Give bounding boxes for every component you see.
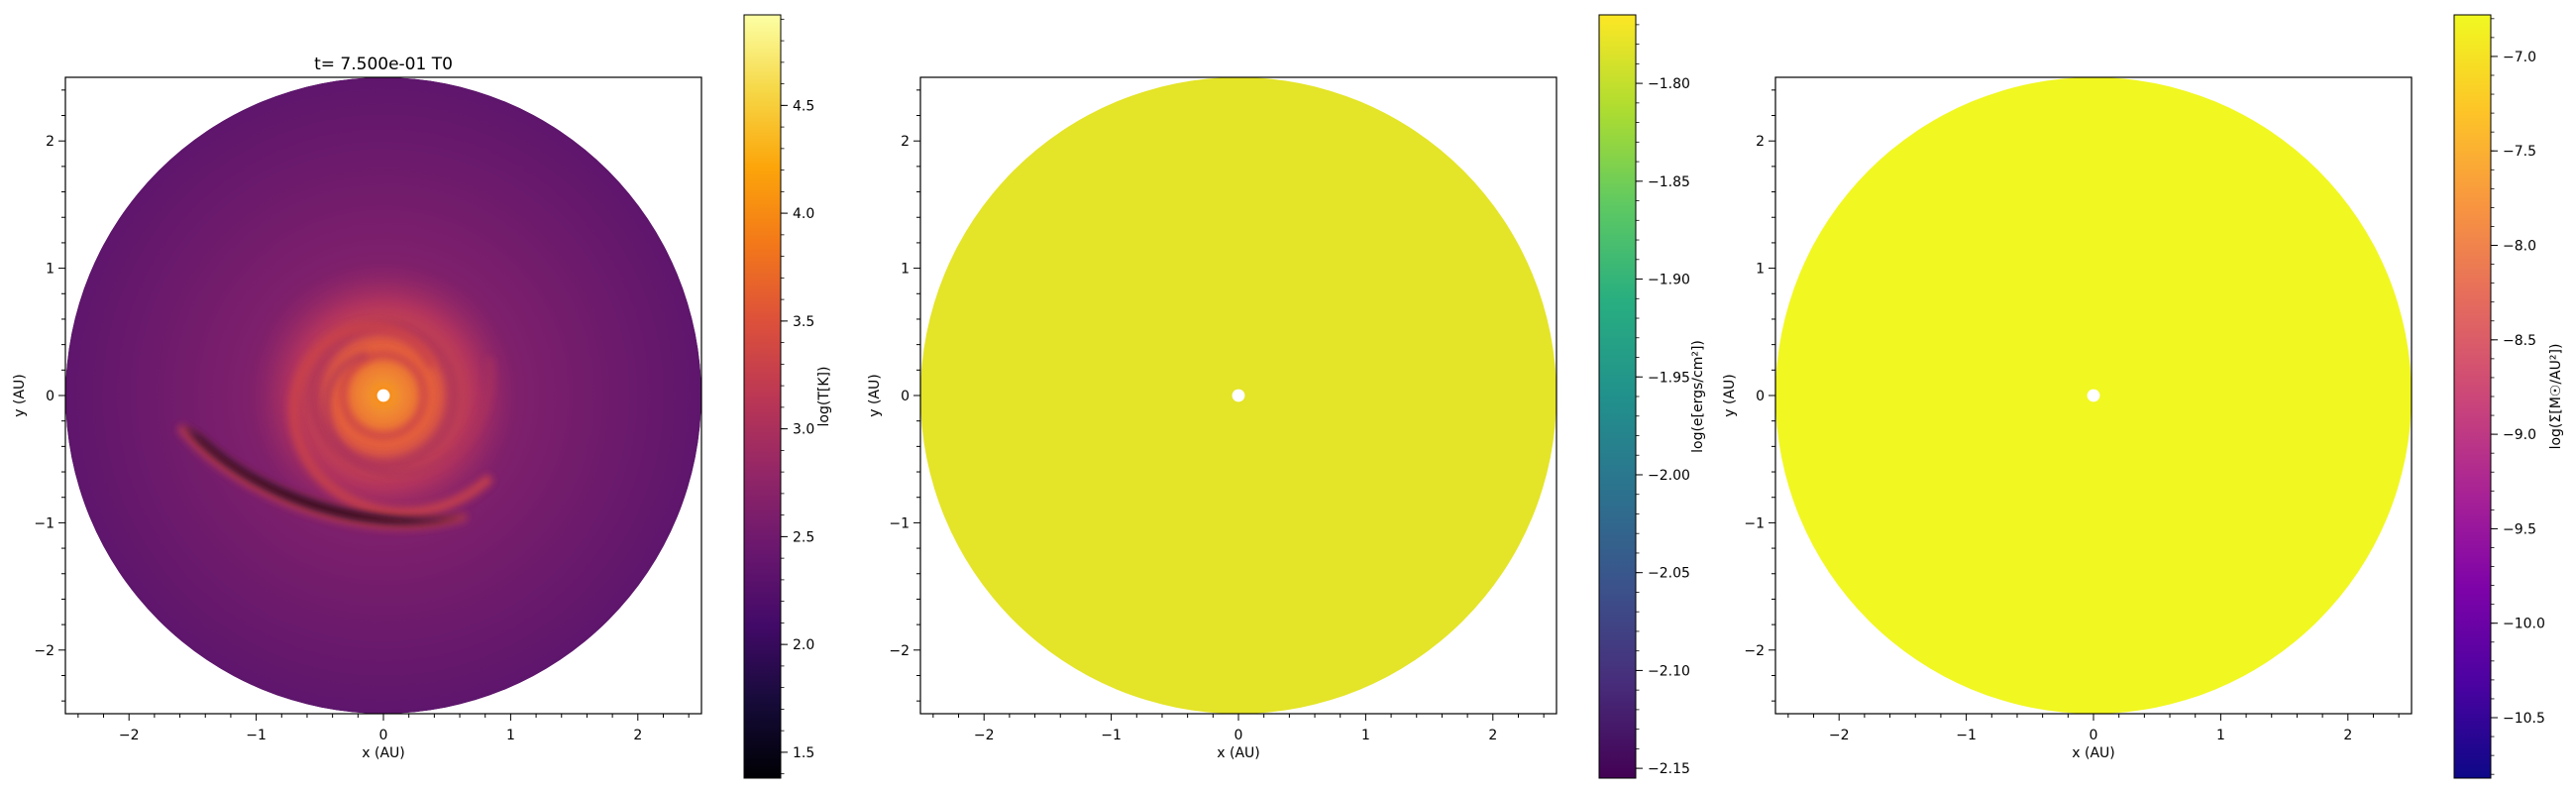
y-tick-label: 0 (46, 389, 54, 404)
y-tick-label: 1 (1756, 262, 1765, 278)
colorbar-tick-label: −2.10 (1648, 663, 1690, 679)
colorbar-ticks: 1.5 2.0 2.5 3.0 3.5 4.0 4.5 (781, 18, 814, 775)
y-tick-label: −2 (34, 643, 54, 659)
colorbar (1598, 14, 1637, 779)
colorbar-tick-label: −10.5 (2503, 711, 2545, 727)
panel-energy: −2 −1 0 1 2 −2 −1 0 1 2 x (AU) y (AU) −1.80 −1.85… (867, 14, 1706, 779)
x-tick-label: 0 (379, 728, 388, 743)
colorbar-label: log(T[K]) (816, 367, 832, 427)
x-axis-ticks: −2 −1 0 1 2 (932, 714, 1545, 743)
y-tick-label: 0 (1756, 389, 1765, 404)
x-axis-label: x (AU) (2072, 745, 2114, 761)
colorbar-tick-label: −8.5 (2503, 333, 2536, 349)
temperature-field (65, 77, 701, 714)
inner-hole (376, 389, 390, 402)
y-axis-label: y (AU) (12, 374, 28, 416)
panel-temperature: t= 7.500e-01 T0 −2 −1 0 1 2 −2 −1 0 1 2 x (AU) y… (12, 14, 832, 779)
colorbar-tick-label: −7.0 (2503, 50, 2536, 65)
colorbar-tick-label: 2.5 (793, 529, 814, 545)
inner-ring (338, 350, 429, 441)
y-tick-label: 0 (901, 389, 910, 404)
x-tick-label: 2 (633, 728, 642, 743)
panel-surface-density: −2 −1 0 1 2 −2 −1 0 1 2 x (AU) y (AU) −7.0 −7.5 −8… (1722, 14, 2564, 779)
x-tick-label: 2 (1488, 728, 1497, 743)
y-tick-label: −1 (1744, 515, 1765, 531)
x-axis-label: x (AU) (362, 745, 404, 761)
y-axis-ticks: −2 −1 0 1 2 (1744, 89, 1775, 702)
colorbar-tick-label: −2.15 (1648, 761, 1690, 777)
x-axis-ticks: −2 −1 0 1 2 (77, 714, 690, 743)
colorbar-ticks: −7.0 −7.5 −8.0 −8.5 −9.0 −9.5 −10.0 −10.5 (2491, 18, 2545, 775)
y-tick-label: −1 (34, 515, 54, 531)
y-tick-label: 1 (901, 262, 910, 278)
y-axis-ticks: −2 −1 0 1 2 (34, 89, 65, 702)
colorbar-label: log(e[ergs/cm²]) (1690, 340, 1706, 453)
y-tick-label: 2 (46, 134, 54, 150)
colorbar-tick-label: −8.0 (2503, 239, 2536, 255)
y-axis-label: y (AU) (1722, 374, 1738, 416)
inner-hole (2087, 389, 2100, 402)
colorbar-label: log(Σ[M☉/AU²]) (2548, 344, 2564, 450)
x-tick-label: 0 (2090, 728, 2098, 743)
colorbar (2453, 14, 2492, 779)
y-tick-label: −2 (889, 643, 910, 659)
colorbar-tick-label: −1.85 (1648, 174, 1690, 190)
x-tick-label: 1 (506, 728, 515, 743)
spiral-arm (288, 321, 492, 517)
colorbar-tick-label: 3.0 (793, 422, 814, 438)
y-tick-label: 1 (46, 262, 54, 278)
x-tick-label: −2 (1829, 728, 1850, 743)
y-tick-label: −1 (889, 515, 910, 531)
y-axis-label: y (AU) (867, 374, 883, 416)
colorbar-tick-label: −1.90 (1648, 273, 1690, 288)
energy-field (920, 77, 1556, 714)
x-tick-label: 0 (1234, 728, 1243, 743)
x-tick-label: 1 (2216, 728, 2225, 743)
spiral-arm (322, 351, 494, 478)
colorbar-tick-label: −1.80 (1648, 76, 1690, 92)
colorbar-tick-label: −2.05 (1648, 566, 1690, 582)
colorbar-tick-label: 1.5 (793, 745, 814, 761)
colorbar (743, 14, 782, 779)
x-tick-label: 2 (2343, 728, 2352, 743)
surface-density-field (1775, 77, 2412, 714)
plot-title: t= 7.500e-01 T0 (314, 55, 453, 74)
inner-hole (1232, 389, 1245, 402)
x-tick-label: −1 (1101, 728, 1122, 743)
colorbar-tick-label: −10.0 (2503, 617, 2545, 632)
x-tick-label: −2 (974, 728, 995, 743)
colorbar-tick-label: −9.5 (2503, 521, 2536, 537)
x-tick-label: −1 (246, 728, 267, 743)
x-tick-label: 1 (1361, 728, 1370, 743)
colorbar-tick-label: 2.0 (793, 637, 814, 653)
colorbar-tick-label: 4.0 (793, 206, 814, 222)
cold-region (183, 425, 471, 524)
y-tick-label: 2 (1756, 134, 1765, 150)
colorbar-tick-label: −9.0 (2503, 427, 2536, 443)
colorbar-ticks: −1.80 −1.85 −1.90 −1.95 −2.00 −2.05 −2.10 −2.15 (1636, 24, 1690, 777)
colorbar-tick-label: 3.5 (793, 314, 814, 330)
colorbar-tick-label: −1.95 (1648, 370, 1690, 386)
x-axis-ticks: −2 −1 0 1 2 (1787, 714, 2400, 743)
y-tick-label: −2 (1744, 643, 1765, 659)
colorbar-tick-label: −2.00 (1648, 468, 1690, 484)
x-tick-label: −2 (119, 728, 140, 743)
colorbar-tick-label: −7.5 (2503, 144, 2536, 160)
x-axis-label: x (AU) (1217, 745, 1259, 761)
colorbar-tick-label: 4.5 (793, 98, 814, 114)
y-tick-label: 2 (901, 134, 910, 150)
y-axis-ticks: −2 −1 0 1 2 (889, 89, 920, 702)
x-tick-label: −1 (1956, 728, 1977, 743)
